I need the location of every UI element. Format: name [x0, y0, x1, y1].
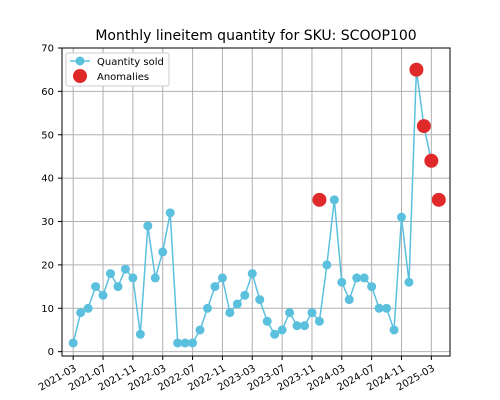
data-point — [382, 303, 392, 313]
chart-title: Monthly lineitem quantity for SKU: SCOOP… — [95, 28, 416, 44]
legend-label-anomalies: Anomalies — [97, 72, 149, 83]
y-tick-label: 60 — [41, 87, 54, 98]
data-point — [150, 273, 160, 283]
legend-anomaly-swatch — [73, 69, 87, 83]
y-axis: 0 10 20 30 40 50 60 70 — [41, 44, 62, 358]
data-point — [270, 329, 280, 339]
y-tick-label: 0 — [48, 347, 54, 358]
data-point — [76, 308, 86, 318]
legend-label-series: Quantity sold — [97, 57, 164, 68]
data-point — [135, 329, 145, 339]
plot-frame — [61, 47, 451, 357]
data-point — [203, 303, 212, 313]
data-point — [91, 282, 101, 292]
anomaly-points-layer — [312, 62, 446, 207]
y-tick-label: 30 — [41, 217, 54, 228]
data-point — [255, 295, 265, 305]
anomaly-point — [431, 192, 446, 207]
data-point — [337, 277, 347, 287]
data-point — [83, 303, 93, 313]
data-point — [352, 273, 362, 283]
data-point — [165, 208, 175, 218]
data-point — [374, 303, 384, 313]
data-point — [300, 321, 309, 331]
data-point — [329, 195, 339, 205]
y-tick-label: 70 — [41, 44, 54, 55]
grid — [62, 47, 450, 356]
data-point — [195, 325, 205, 335]
x-axis: 2021-032021-072021-112022-032022-072022-… — [37, 356, 437, 393]
data-point — [128, 273, 138, 283]
data-point — [68, 338, 78, 348]
legend-point-swatch — [75, 56, 85, 66]
data-point — [314, 316, 324, 326]
y-tick-label: 50 — [41, 130, 54, 141]
data-point — [217, 273, 227, 283]
data-point — [210, 282, 220, 292]
data-point — [292, 321, 302, 331]
data-point — [307, 308, 317, 318]
data-point — [106, 269, 115, 279]
data-point — [397, 212, 406, 222]
anomaly-point — [409, 62, 424, 77]
data-point — [262, 316, 272, 326]
legend-box — [65, 52, 170, 87]
data-point — [277, 325, 287, 335]
data-point — [359, 273, 369, 283]
data-point — [188, 338, 198, 348]
data-point — [322, 260, 332, 270]
data-point — [143, 221, 153, 231]
data-point — [367, 282, 377, 292]
data-point — [158, 247, 168, 257]
data-point — [173, 338, 183, 348]
y-tick-label: 20 — [41, 260, 54, 271]
data-point — [113, 282, 123, 292]
data-point — [240, 290, 250, 300]
data-point — [180, 338, 190, 348]
data-point — [98, 290, 108, 300]
data-point — [285, 308, 295, 318]
data-point — [389, 325, 399, 335]
y-tick-label: 10 — [41, 304, 54, 315]
data-point — [232, 299, 242, 309]
data-point — [344, 295, 354, 305]
anomaly-point — [312, 192, 327, 207]
data-point — [404, 277, 414, 287]
data-point — [247, 269, 257, 279]
y-tick-label: 40 — [41, 174, 54, 185]
anomaly-point — [416, 119, 431, 134]
data-point — [225, 308, 235, 318]
anomaly-point — [424, 153, 439, 168]
data-point — [120, 264, 130, 274]
legend: Quantity sold Anomalies — [65, 52, 170, 87]
